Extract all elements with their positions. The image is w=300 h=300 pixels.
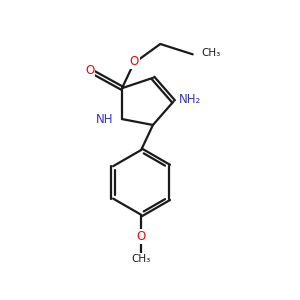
Text: NH: NH — [96, 112, 113, 126]
Text: CH₃: CH₃ — [131, 254, 151, 264]
Text: O: O — [136, 230, 146, 243]
Text: NH₂: NH₂ — [179, 93, 201, 106]
Text: O: O — [130, 55, 139, 68]
Text: O: O — [85, 64, 94, 77]
Text: CH₃: CH₃ — [201, 48, 220, 58]
